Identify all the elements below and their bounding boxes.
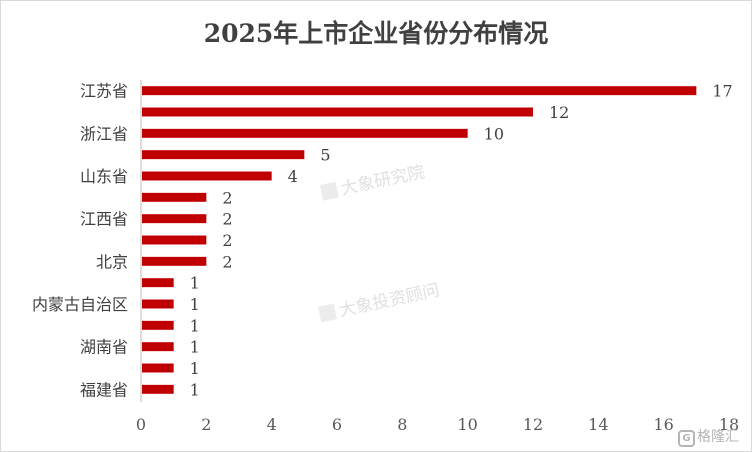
bar xyxy=(142,299,174,309)
x-tick-label: 8 xyxy=(397,415,407,434)
bar xyxy=(142,256,207,266)
x-tick-label: 18 xyxy=(719,415,739,434)
data-label: 1 xyxy=(190,338,200,357)
bar xyxy=(142,384,174,394)
data-label: 1 xyxy=(190,380,200,399)
bar xyxy=(142,235,207,245)
data-label: 12 xyxy=(549,103,569,122)
logo-icon: G xyxy=(678,430,695,447)
bar xyxy=(142,150,305,160)
data-label: 5 xyxy=(320,146,330,165)
y-tick-label: 湖南省 xyxy=(80,338,128,357)
bar xyxy=(142,363,174,373)
bar xyxy=(142,128,468,138)
data-label: 2 xyxy=(222,231,232,250)
x-tick-label: 10 xyxy=(457,415,477,434)
data-label: 4 xyxy=(288,167,298,186)
bar xyxy=(142,107,533,117)
y-tick-label: 浙江省 xyxy=(80,124,128,143)
x-tick-label: 12 xyxy=(523,415,543,434)
x-tick-label: 6 xyxy=(332,415,342,434)
bar xyxy=(142,86,697,96)
x-tick-label: 14 xyxy=(588,415,608,434)
bar xyxy=(142,278,174,288)
chart-title: 2025年上市企业省份分布情况 xyxy=(203,19,549,48)
y-tick-label: 内蒙古自治区 xyxy=(32,295,128,314)
x-tick-label: 16 xyxy=(653,415,673,434)
bar xyxy=(142,192,207,202)
y-tick-label: 山东省 xyxy=(80,167,128,186)
logo-text: 格隆汇 xyxy=(697,429,739,445)
data-label: 1 xyxy=(190,295,200,314)
data-label: 1 xyxy=(190,316,200,335)
gelonghui-logo: G 格隆汇 xyxy=(678,426,739,447)
bar xyxy=(142,320,174,330)
y-tick-label: 北京 xyxy=(96,252,128,271)
bar xyxy=(142,214,207,224)
data-label: 1 xyxy=(190,274,200,293)
x-tick-label: 2 xyxy=(201,415,211,434)
data-label: 10 xyxy=(484,124,504,143)
x-tick-label: 4 xyxy=(267,415,277,434)
bar xyxy=(142,342,174,352)
data-label: 2 xyxy=(222,188,232,207)
data-label: 1 xyxy=(190,359,200,378)
x-tick-label: 0 xyxy=(136,415,146,434)
data-label: 2 xyxy=(222,252,232,271)
y-tick-label: 福建省 xyxy=(80,380,128,399)
data-label: 17 xyxy=(712,82,732,101)
y-tick-label: 江苏省 xyxy=(80,82,128,101)
y-tick-label: 江西省 xyxy=(80,210,128,229)
data-label: 2 xyxy=(222,210,232,229)
bar xyxy=(142,171,272,181)
